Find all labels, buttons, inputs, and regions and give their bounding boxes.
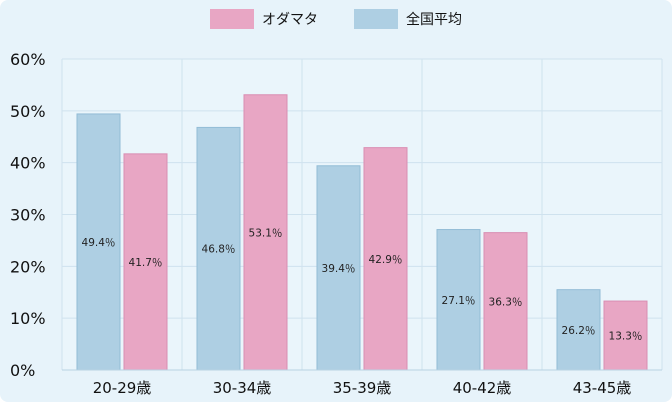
bar-odamata [483, 232, 528, 371]
legend-swatch-odamata [210, 9, 254, 29]
bar-national [76, 113, 121, 371]
legend: オダマタ 全国平均 [0, 9, 672, 29]
data-label-odamata: 53.1％ [249, 227, 283, 239]
bar-national [316, 165, 361, 371]
data-label-national: 26.2％ [562, 325, 596, 337]
data-label-national: 46.8％ [202, 244, 236, 256]
bar-odamata [603, 300, 648, 371]
x-tick-label: 43-45歳 [573, 379, 632, 397]
legend-item-odamata: オダマタ [210, 9, 318, 29]
bar-odamata [243, 94, 288, 371]
y-tick-label: 30% [10, 206, 46, 225]
x-tick-label: 30-34歳 [213, 379, 272, 397]
y-tick-label: 60% [10, 50, 46, 69]
bar-odamata [363, 147, 408, 371]
legend-swatch-national [354, 9, 398, 29]
data-label-odamata: 36.3％ [489, 296, 523, 308]
bar-national [196, 126, 241, 371]
x-tick-label: 40-42歳 [453, 379, 512, 397]
bar-national [436, 229, 481, 371]
y-tick-label: 20% [10, 257, 46, 276]
x-tick-label: 35-39歳 [333, 379, 392, 397]
legend-item-national: 全国平均 [354, 9, 462, 29]
legend-label-national: 全国平均 [406, 12, 462, 28]
x-tick-label: 20-29歳 [93, 379, 152, 397]
y-tick-label: 0% [10, 361, 35, 380]
legend-label-odamata: オダマタ [262, 12, 318, 28]
data-label-odamata: 42.9％ [369, 254, 403, 266]
data-label-odamata: 13.3％ [609, 331, 643, 343]
y-tick-label: 10% [10, 309, 46, 328]
data-label-national: 39.4％ [322, 263, 356, 275]
bar-odamata [123, 153, 168, 371]
data-label-national: 49.4％ [82, 237, 116, 249]
bar-national [556, 289, 601, 371]
data-label-odamata: 41.7％ [129, 257, 163, 269]
y-tick-label: 40% [10, 154, 46, 173]
y-tick-label: 50% [10, 102, 46, 121]
data-label-national: 27.1％ [442, 295, 476, 307]
